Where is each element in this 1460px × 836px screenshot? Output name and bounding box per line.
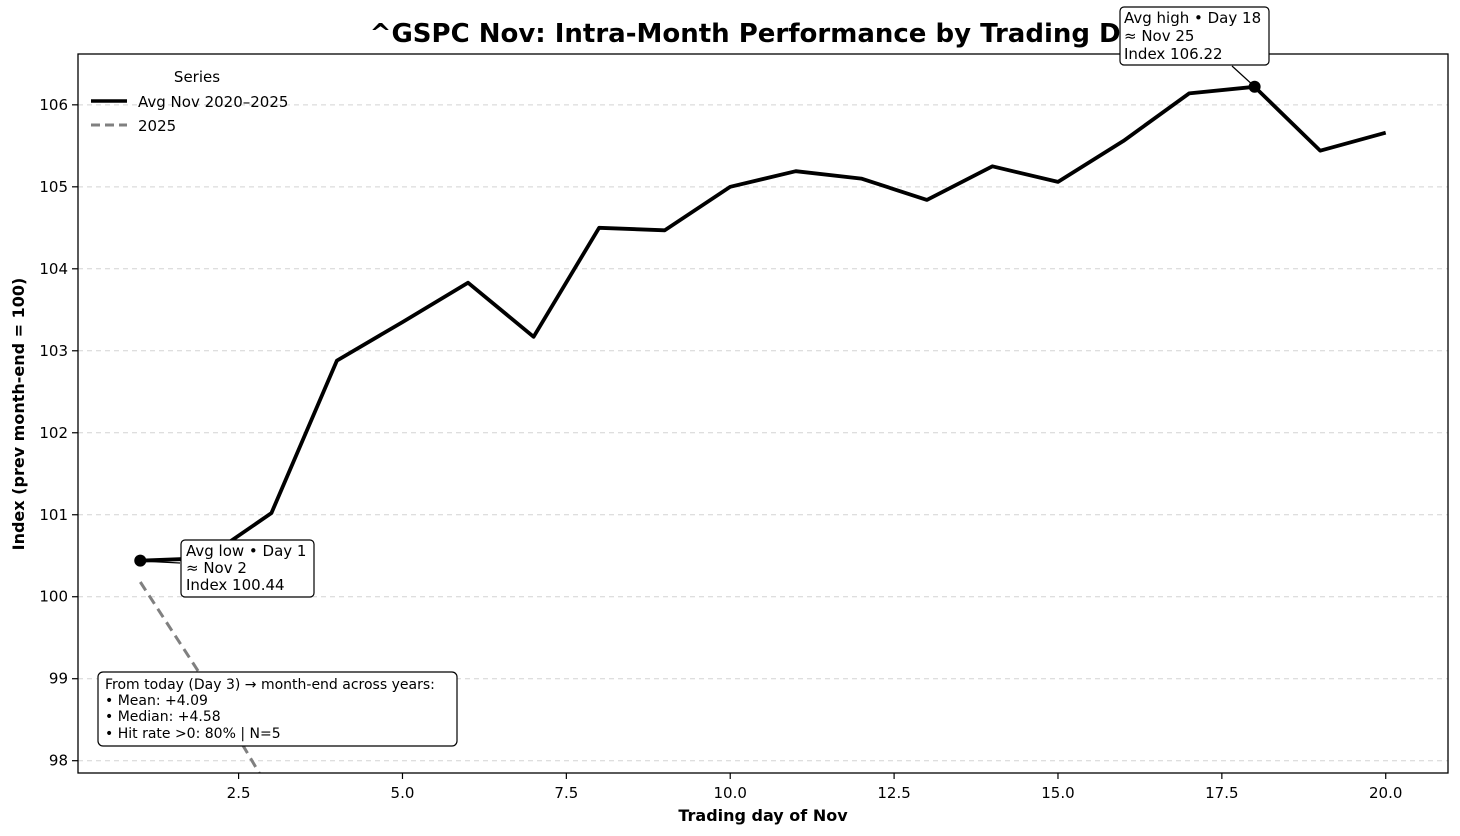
annotation-low-line-3: Index 100.44 [186, 576, 285, 594]
stats-box-frame [97, 671, 458, 747]
x-tick-label: 15.0 [1041, 784, 1074, 802]
series-line-avg [140, 84, 1387, 563]
x-axis-ticks: 2.5 5.0 7.5 10.0 12.5 15.0 17.5 20.0 [227, 773, 1402, 802]
annotation-low-box [180, 539, 315, 598]
y-axis-label: Index (prev month-end = 100) [9, 278, 28, 551]
annotation-low-line-2: ≈ Nov 2 [186, 559, 247, 577]
y-tick-label: 100 [39, 588, 68, 606]
stats-summary-box: From today (Day 3) → month-end across ye… [97, 671, 458, 747]
legend-title: Series [174, 68, 220, 86]
annotation-high-line-2: ≈ Nov 25 [1124, 27, 1194, 45]
legend-entry-avg: Avg Nov 2020–2025 [138, 93, 288, 111]
marker-avg-high [1248, 80, 1261, 93]
y-tick-label: 105 [39, 178, 68, 196]
annotation-avg-high: Avg high • Day 18 ≈ Nov 25 Index 106.22 [1119, 6, 1270, 88]
y-tick-label: 98 [49, 752, 68, 770]
x-tick-label: 12.5 [877, 784, 910, 802]
annotation-avg-low: Avg low • Day 1 ≈ Nov 2 Index 100.44 [139, 539, 315, 598]
y-tick-label: 102 [39, 424, 68, 442]
y-tick-label: 101 [39, 506, 68, 524]
stats-line-median: • Median: +4.58 [105, 709, 221, 725]
x-tick-label: 17.5 [1205, 784, 1238, 802]
x-tick-label: 5.0 [391, 784, 415, 802]
y-axis-ticks: 98 99 100 101 102 103 104 105 106 [39, 96, 78, 770]
chart-title: ^GSPC Nov: Intra-Month Performance by Tr… [370, 19, 1155, 49]
stats-line-mean: • Mean: +4.09 [105, 693, 208, 709]
x-tick-label: 20.0 [1369, 784, 1402, 802]
y-tick-label: 103 [39, 342, 68, 360]
y-tick-label: 99 [49, 670, 68, 688]
y-tick-label: 106 [39, 96, 68, 114]
legend-entry-2025: 2025 [138, 117, 176, 135]
marker-avg-low [134, 554, 147, 567]
x-tick-label: 2.5 [227, 784, 251, 802]
annotation-high-box [1119, 6, 1270, 66]
annotation-low-connector [139, 560, 181, 564]
x-axis-label: Trading day of Nov [678, 806, 848, 825]
stats-line-hit-rate: • Hit rate >0: 80% | N=5 [105, 726, 281, 742]
x-tick-label: 7.5 [554, 784, 578, 802]
annotation-high-line-1: Avg high • Day 18 [1124, 9, 1261, 27]
x-tick-label: 10.0 [714, 784, 747, 802]
annotation-low-line-1: Avg low • Day 1 [186, 542, 306, 560]
plot-frame [77, 53, 1449, 774]
annotation-high-line-3: Index 106.22 [1124, 45, 1223, 63]
stats-line-header: From today (Day 3) → month-end across ye… [105, 677, 435, 693]
legend: Series Avg Nov 2020–2025 2025 [91, 68, 288, 135]
y-tick-label: 104 [39, 260, 68, 278]
